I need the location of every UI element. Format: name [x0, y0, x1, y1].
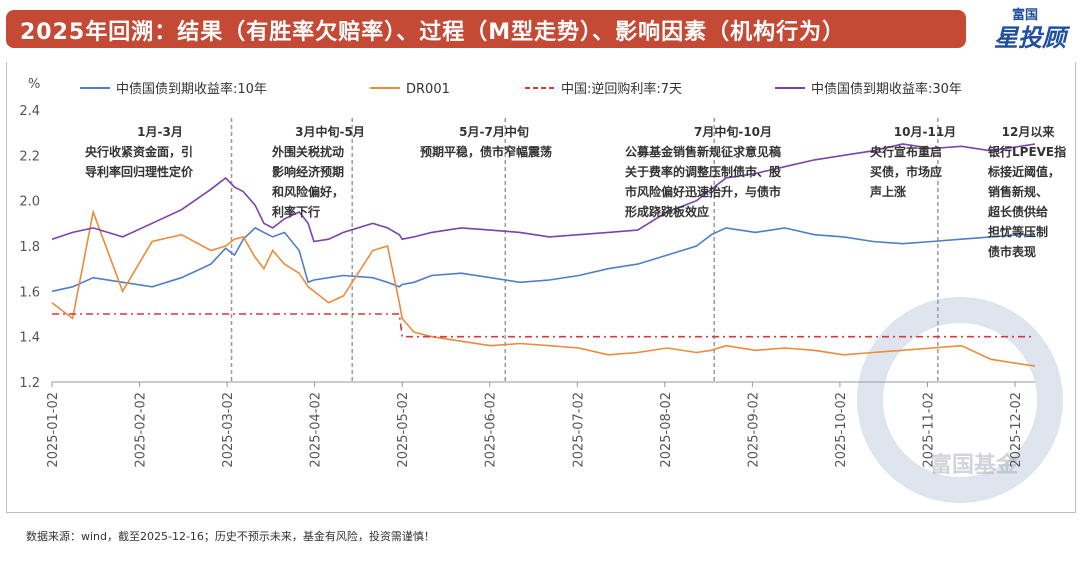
x-tick-label: 2025-07-02 — [571, 392, 586, 468]
legend-label-3: 中债国债到期收益率:30年 — [811, 81, 962, 97]
annotation-line: 声上涨 — [869, 184, 906, 199]
annotation-line: 标接近阈值， — [987, 164, 1060, 179]
y-tick-label: 2.0 — [19, 195, 40, 210]
annotation-line: 债市表现 — [988, 244, 1036, 259]
annotation-period: 3月中旬-5月 — [295, 124, 365, 139]
x-tick-label: 2025-11-02 — [921, 392, 936, 468]
annotation-period: 7月中旬-10月 — [694, 124, 772, 139]
x-tick-label: 2025-02-02 — [134, 392, 149, 468]
line-chart: 富国基金 % 1.2 1.4 1.6 1.8 2.0 2.2 2.4 2025-01-02 202… — [19, 77, 1066, 503]
x-tick-label: 2025-04-02 — [309, 392, 324, 468]
x-tick-label: 2025-06-02 — [484, 392, 499, 468]
annotation-period: 5月-7月中旬 — [459, 124, 529, 139]
logo-top-text: 富国 — [1012, 8, 1039, 23]
y-tick-label: 1.2 — [19, 376, 40, 391]
x-tick-label: 2025-05-02 — [396, 392, 411, 468]
annotation-line: 影响经济预期 — [272, 164, 344, 179]
annotation-line: 关于费率的调整压制债市、股 — [625, 164, 782, 179]
y-tick-label: 1.6 — [19, 285, 40, 300]
annotation-period: 12月以来 — [1002, 124, 1056, 139]
annotation-period: 1月-3月 — [137, 125, 183, 139]
x-tick-label: 2025-12-02 — [1009, 392, 1024, 468]
y-tick-label: 2.4 — [19, 104, 40, 119]
chart-frame — [6, 62, 1076, 513]
annotation-line: 公募基金销售新规征求意见稿 — [625, 144, 781, 159]
y-axis-label: % — [28, 77, 40, 92]
axes-layer: % 1.2 1.4 1.6 1.8 2.0 2.2 2.4 2025-01-02 2025-02-… — [19, 77, 1035, 468]
annotation-line: 和风险偏好， — [271, 184, 344, 199]
watermark-circle — [857, 297, 1063, 503]
y-tick-label: 1.8 — [19, 240, 40, 255]
y-tick-label: 1.4 — [19, 331, 40, 346]
page-title: 2025年回溯：结果（有胜率欠赔率）、过程（M型走势）、影响因素（机构行为） — [20, 20, 846, 45]
y-tick-label: 2.2 — [19, 149, 40, 164]
legend: 中债国债到期收益率:10年 DR001 中国:逆回购利率:7天 中债国债到期收益率:3… — [80, 81, 962, 97]
footer-note: 数据来源：wind，截至2025-12-16；历史不预示未来，基金有风险，投资需… — [26, 530, 435, 543]
series-line-3 — [51, 143, 1036, 243]
annotation-line: 导利率回归理性定价 — [85, 164, 194, 179]
x-tick-label: 2025-09-02 — [746, 392, 761, 468]
annotation-line: 销售新规、 — [988, 184, 1048, 199]
annotation-line: 市风险偏好迅速抬升，与债市 — [625, 184, 781, 199]
annotation-line: 利率下行 — [272, 204, 320, 219]
x-tick-label: 2025-10-02 — [834, 392, 849, 468]
annotation-line: 预期平稳，债市窄幅震荡 — [420, 144, 552, 159]
legend-label-2: 中国:逆回购利率:7天 — [561, 81, 682, 97]
annotation-line: 央行收紧资金面，引 — [85, 144, 193, 159]
title-bar: 2025年回溯：结果（有胜率欠赔率）、过程（M型走势）、影响因素（机构行为） — [6, 10, 966, 48]
annotation-line: 超长债供给 — [987, 204, 1048, 219]
x-tick-label: 2025-01-02 — [46, 392, 61, 468]
logo: 富国 星投顾 — [972, 0, 1080, 58]
watermark-text: 富国基金 — [930, 452, 1019, 478]
annotation-line: 担忧等压制 — [988, 224, 1048, 239]
legend-label-0: 中债国债到期收益率:10年 — [116, 81, 267, 97]
legend-label-1: DR001 — [406, 82, 450, 97]
logo-bottom-text: 星投顾 — [994, 24, 1066, 52]
series-layer — [51, 143, 1036, 367]
period-boundaries — [230, 118, 939, 382]
annotation-period: 10月-11月 — [894, 125, 956, 139]
annotation-line: 形成跷跷板效应 — [625, 204, 709, 219]
annotation-line: 银行LPEVE指 — [988, 144, 1066, 159]
x-tick-label: 2025-03-02 — [221, 392, 236, 468]
watermark-layer: 富国基金 — [857, 297, 1063, 503]
annotation-line: 央行宣布重启 — [870, 144, 942, 159]
series-line-1 — [51, 209, 1036, 367]
x-tick-label: 2025-08-02 — [659, 392, 674, 468]
annotation-line: 外围关税扰动 — [272, 144, 344, 159]
annotation-line: 买债，市场应 — [870, 164, 942, 179]
series-line-0 — [51, 226, 1035, 293]
header: 2025年回溯：结果（有胜率欠赔率）、过程（M型走势）、影响因素（机构行为） 富… — [0, 0, 1080, 60]
